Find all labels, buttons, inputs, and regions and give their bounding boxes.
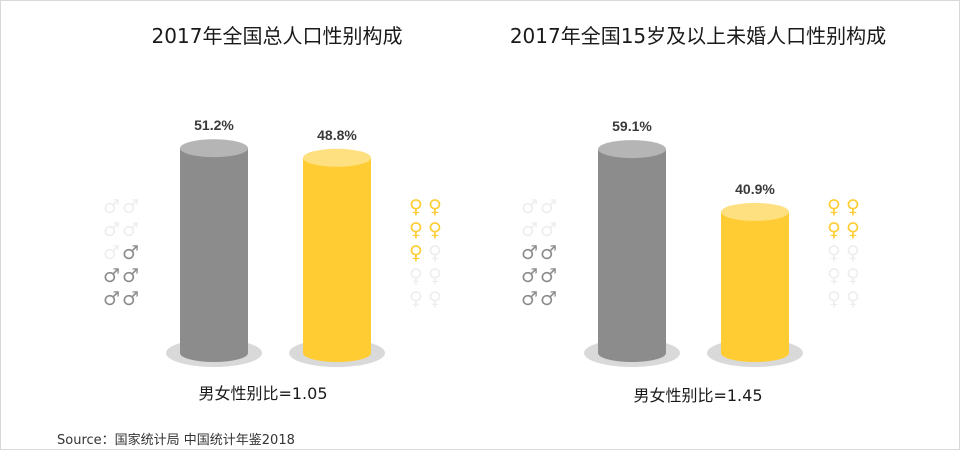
bar-bottom <box>303 344 371 362</box>
chart-panel-total-population: 2017年全国总人口性别构成 男女性别比=1.05 51.2%♂ ♂♂ ♂♂ ♂♂ ♂♂… <box>103 24 442 403</box>
female-symbol-icon: ♀ <box>827 219 841 241</box>
female-symbol-icon: ♀ <box>428 265 442 287</box>
male-symbol-icon: ♂ <box>122 242 139 264</box>
female-symbol-icon: ♀ <box>428 219 442 241</box>
male-symbol-icon: ♂ <box>103 242 120 264</box>
sex-ratio-label: 男女性别比=1.05 <box>198 384 327 403</box>
male-symbol-icon: ♂ <box>540 219 557 241</box>
male-symbol-icon: ♂ <box>540 242 557 264</box>
female-symbol-icon: ♀ <box>827 288 841 310</box>
female-symbol-icon: ♀ <box>428 242 442 264</box>
male-symbol-icon: ♂ <box>540 196 557 218</box>
female-symbol-icon: ♀ <box>409 288 423 310</box>
female-icon-grid: ♀ ♀♀ ♀♀ ♀♀ ♀♀ ♀ <box>409 196 442 310</box>
bar-top <box>721 202 789 221</box>
bar-top <box>180 139 248 158</box>
bar-body <box>180 148 248 353</box>
female-symbol-icon: ♀ <box>428 288 442 310</box>
bar-top <box>303 148 371 167</box>
value-label: 59.1% <box>612 118 652 134</box>
value-label: 48.8% <box>317 127 357 143</box>
male-symbol-icon: ♂ <box>122 196 139 218</box>
female-symbol-icon: ♀ <box>827 242 841 264</box>
male-symbol-icon: ♂ <box>103 219 120 241</box>
female-symbol-icon: ♀ <box>409 265 423 287</box>
bar-body <box>721 211 789 353</box>
male-symbol-icon: ♂ <box>103 288 120 310</box>
bar-body <box>598 149 666 353</box>
value-label: 40.9% <box>735 181 775 197</box>
chart-title: 2017年全国15岁及以上未婚人口性别构成 <box>510 24 886 48</box>
male-symbol-icon: ♂ <box>521 242 538 264</box>
male-symbol-icon: ♂ <box>521 219 538 241</box>
male-bar: 51.2% <box>166 117 262 367</box>
male-symbol-icon: ♂ <box>103 265 120 287</box>
male-symbol-icon: ♂ <box>103 196 120 218</box>
female-symbol-icon: ♀ <box>846 288 860 310</box>
female-symbol-icon: ♀ <box>846 265 860 287</box>
chart-title: 2017年全国总人口性别构成 <box>152 24 403 48</box>
female-symbol-icon: ♀ <box>827 265 841 287</box>
male-icon-grid: ♂ ♂♂ ♂♂ ♂♂ ♂♂ ♂ <box>103 196 139 310</box>
female-symbol-icon: ♀ <box>846 219 860 241</box>
female-symbol-icon: ♀ <box>827 196 841 218</box>
female-symbol-icon: ♀ <box>409 196 423 218</box>
male-symbol-icon: ♂ <box>122 265 139 287</box>
female-bar: 40.9% <box>707 181 803 367</box>
female-symbol-icon: ♀ <box>846 242 860 264</box>
male-symbol-icon: ♂ <box>521 265 538 287</box>
sex-ratio-label: 男女性别比=1.45 <box>633 386 762 405</box>
bar-top <box>598 140 666 159</box>
female-icon-grid: ♀ ♀♀ ♀♀ ♀♀ ♀♀ ♀ <box>827 196 860 310</box>
bar-body <box>303 157 371 353</box>
male-bar: 59.1% <box>584 118 680 367</box>
female-symbol-icon: ♀ <box>846 196 860 218</box>
source-note: Source：国家统计局 中国统计年鉴2018 <box>57 432 295 448</box>
male-symbol-icon: ♂ <box>521 288 538 310</box>
chart-panel-unmarried-population: 2017年全国15岁及以上未婚人口性别构成 男女性别比=1.45 59.1%♂ ♂… <box>510 24 886 405</box>
bar-bottom <box>598 344 666 362</box>
female-symbol-icon: ♀ <box>428 196 442 218</box>
male-symbol-icon: ♂ <box>122 219 139 241</box>
bar-bottom <box>721 344 789 362</box>
female-symbol-icon: ♀ <box>409 219 423 241</box>
female-symbol-icon: ♀ <box>409 242 423 264</box>
male-symbol-icon: ♂ <box>122 288 139 310</box>
male-symbol-icon: ♂ <box>540 288 557 310</box>
male-icon-grid: ♂ ♂♂ ♂♂ ♂♂ ♂♂ ♂ <box>521 196 557 310</box>
bar-bottom <box>180 344 248 362</box>
male-symbol-icon: ♂ <box>521 196 538 218</box>
female-bar: 48.8% <box>289 127 385 367</box>
male-symbol-icon: ♂ <box>540 265 557 287</box>
value-label: 51.2% <box>194 117 234 133</box>
